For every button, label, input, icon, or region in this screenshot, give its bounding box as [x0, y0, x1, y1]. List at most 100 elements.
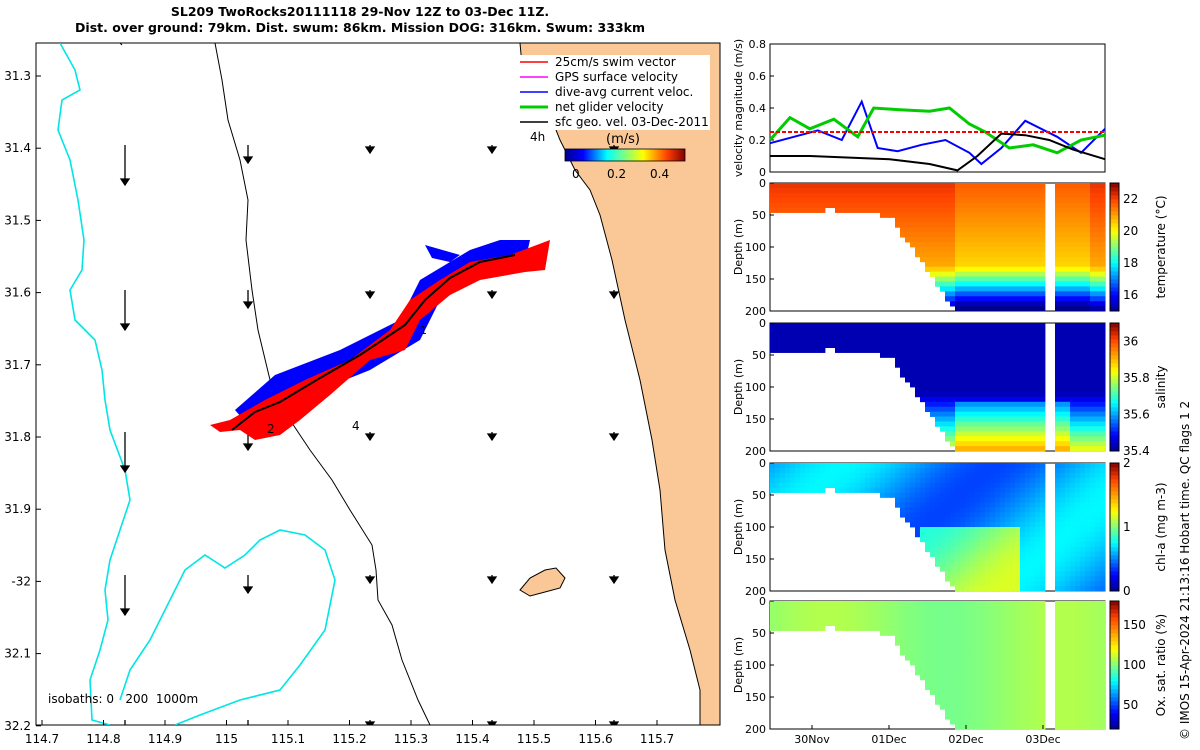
section-cell [1040, 266, 1046, 273]
section-cell [950, 645, 956, 651]
section-cell [1075, 251, 1081, 258]
section-cell [1010, 436, 1016, 442]
section-cell [915, 522, 921, 528]
section-cell [925, 497, 931, 503]
section-cell [885, 342, 891, 349]
section-cell [940, 640, 946, 646]
section-cell [980, 527, 986, 533]
section-cell [1065, 256, 1071, 263]
colorbar-band [1110, 367, 1119, 372]
section-cell [1035, 271, 1041, 277]
section-cell [1085, 286, 1091, 292]
section-cell [1010, 512, 1016, 518]
section-cell [1000, 337, 1006, 344]
section-cell [995, 571, 1001, 577]
section-cell [1025, 546, 1031, 553]
section-cell [915, 635, 921, 641]
section-cell [1000, 421, 1006, 427]
section-cell [1060, 421, 1066, 427]
section-cell [1080, 421, 1086, 427]
section-cell [955, 719, 961, 725]
section-cell [965, 467, 971, 474]
section-cell [835, 337, 841, 344]
section-cell [1000, 556, 1006, 562]
section-cell [810, 605, 816, 612]
section-cell [970, 576, 976, 582]
section-cell [975, 222, 981, 228]
section-cell [1010, 276, 1016, 282]
section-cell [885, 472, 891, 479]
section-cell [1000, 436, 1006, 442]
section-cell [960, 281, 966, 287]
section-cell [1065, 487, 1071, 493]
section-cell [1000, 497, 1006, 503]
section-cell [885, 337, 891, 344]
section-cell [960, 645, 966, 651]
section-cell [815, 187, 821, 194]
section-cell [930, 467, 936, 474]
section-cell [1060, 347, 1066, 353]
section-cell [990, 561, 996, 567]
rottnest-island [519, 567, 566, 597]
section-cell [1010, 719, 1016, 725]
colorbar-band [1110, 511, 1119, 516]
section-cell [1080, 276, 1086, 282]
section-cell [1085, 217, 1091, 223]
section-cell [910, 207, 916, 213]
section-cell [930, 517, 936, 523]
section-cell [1010, 426, 1016, 432]
section-cell [985, 337, 991, 344]
section-cell [1070, 441, 1076, 447]
section-cell [1005, 406, 1011, 413]
section-cell [915, 502, 921, 508]
section-cell [1010, 306, 1016, 312]
section-cell [975, 531, 981, 538]
section-cell [1040, 372, 1046, 378]
section-cell [1070, 571, 1076, 577]
section-cell [895, 610, 901, 617]
section-cell [1090, 482, 1096, 489]
section-cell [955, 615, 961, 622]
section-cell [895, 615, 901, 622]
section-cell [800, 197, 806, 204]
section-cell [945, 183, 951, 189]
section-cell [1060, 372, 1066, 378]
section-cell [975, 551, 981, 557]
section-cell [1100, 342, 1106, 349]
section-cell [985, 655, 991, 661]
section-cell [1070, 357, 1076, 363]
section-cell [950, 694, 956, 700]
section-cell [880, 620, 886, 627]
section-cell [990, 387, 996, 393]
section-cell [860, 467, 866, 474]
section-cell [1080, 446, 1086, 452]
section-cell [945, 391, 951, 398]
section-cell [1070, 586, 1076, 592]
section-cell [1055, 512, 1061, 518]
section-cell [880, 630, 886, 636]
section-cell [1010, 441, 1016, 447]
section-cell [930, 222, 936, 228]
section-cell [1020, 541, 1026, 548]
section-cell [790, 183, 796, 189]
section-cell [970, 620, 976, 627]
section-cell [775, 605, 781, 612]
section-cell [1020, 517, 1026, 523]
section-cell [1000, 477, 1006, 484]
section-cell [805, 625, 811, 631]
section-y-axis-label: Depth (m) [732, 637, 745, 693]
section-cell [890, 342, 896, 349]
section-cell [965, 323, 971, 329]
section-cell [960, 187, 966, 194]
section-cell [955, 441, 961, 447]
section-cell [1065, 605, 1071, 612]
section-cell [1040, 576, 1046, 582]
section-cell [1040, 227, 1046, 233]
section-cell [975, 256, 981, 263]
section-cell [815, 610, 821, 617]
section-cell [885, 482, 891, 489]
section-cell [805, 601, 811, 607]
section-cell [1025, 669, 1031, 676]
section-cell [865, 347, 871, 353]
section-cell [1040, 367, 1046, 373]
